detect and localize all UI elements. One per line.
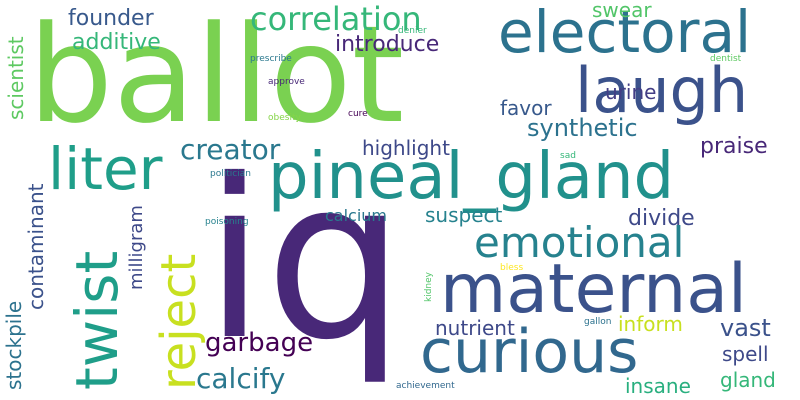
word-prescribe: prescribe bbox=[250, 54, 292, 64]
word-divide: divide bbox=[628, 206, 695, 231]
word-additive: additive bbox=[72, 30, 161, 55]
word-poisoning: poisoning bbox=[205, 217, 249, 227]
word-suspect: suspect bbox=[425, 203, 503, 227]
word-gallon: gallon bbox=[584, 317, 612, 327]
word-pineal-gland: pineal_gland bbox=[268, 140, 675, 214]
word-creator: creator bbox=[180, 133, 281, 166]
word-correlation: correlation bbox=[250, 0, 422, 38]
word-introduce: introduce bbox=[335, 32, 440, 57]
word-cure: cure bbox=[348, 109, 368, 119]
word-praise: praise bbox=[700, 134, 768, 159]
word-approve: approve bbox=[268, 77, 305, 87]
word-synthetic: synthetic bbox=[527, 114, 638, 142]
word-garbage: garbage bbox=[205, 328, 314, 358]
word-politician: politician bbox=[210, 169, 251, 179]
word-favor: favor bbox=[500, 96, 552, 120]
word-milligram: milligram bbox=[126, 205, 147, 290]
word-liter: liter bbox=[48, 135, 163, 203]
word-twist: twist bbox=[63, 250, 131, 390]
word-emotional: emotional bbox=[474, 218, 685, 267]
word-calcify: calcify bbox=[196, 362, 286, 395]
word-founder: founder bbox=[68, 6, 154, 31]
word-stockpile: stockpile bbox=[2, 300, 26, 390]
word-insane: insane bbox=[625, 374, 691, 398]
word-curious: curious bbox=[420, 317, 639, 387]
word-highlight: highlight bbox=[362, 136, 450, 160]
word-scientist: scientist bbox=[4, 36, 28, 120]
word-calcium: calcium bbox=[325, 206, 388, 225]
word-ballot: ballot bbox=[28, 0, 405, 153]
word-bless: bless bbox=[500, 263, 524, 273]
word-iq: iq bbox=[204, 132, 405, 388]
word-obesity: obesity bbox=[268, 113, 301, 123]
word-sad: sad bbox=[560, 151, 576, 161]
word-denier: denier bbox=[398, 26, 427, 36]
word-swear: swear bbox=[592, 0, 652, 22]
word-maternal: maternal bbox=[440, 250, 747, 329]
word-kidney: kidney bbox=[424, 272, 434, 302]
word-gland: gland bbox=[720, 368, 776, 392]
word-vast: vast bbox=[720, 314, 771, 342]
word-dentist: dentist bbox=[710, 54, 742, 64]
word-nutrient: nutrient bbox=[435, 316, 515, 340]
word-contaminant: contaminant bbox=[24, 183, 48, 311]
word-inform: inform bbox=[618, 312, 683, 336]
word-achievement: achievement bbox=[396, 381, 455, 391]
word-urine: urine bbox=[605, 80, 657, 104]
word-laugh: laugh bbox=[575, 54, 749, 127]
word-spell: spell bbox=[722, 342, 769, 366]
word-electoral: electoral bbox=[498, 0, 752, 66]
